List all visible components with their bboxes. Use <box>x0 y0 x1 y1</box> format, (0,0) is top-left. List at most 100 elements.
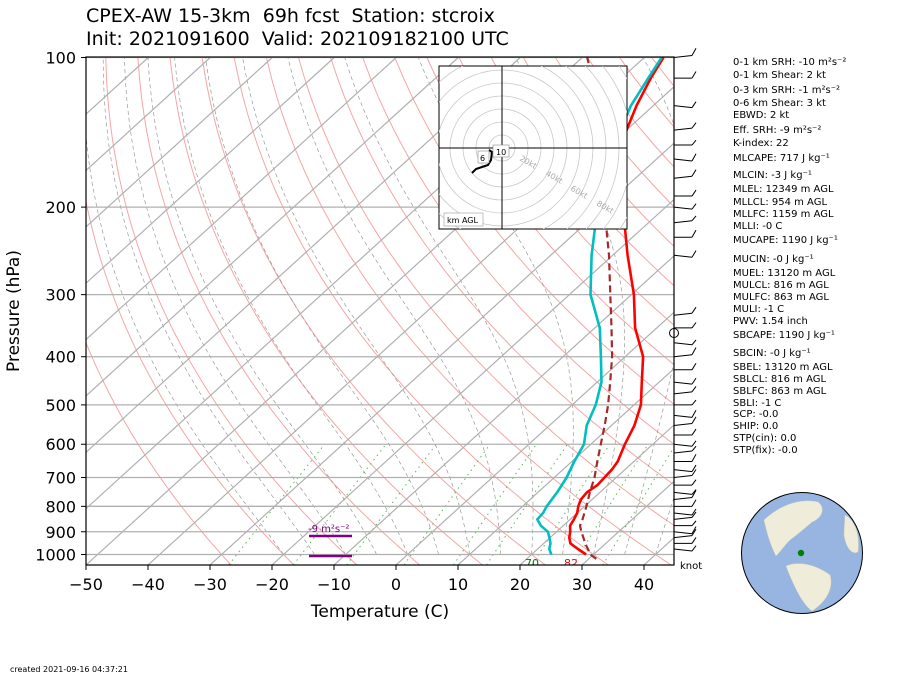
wind-barb <box>673 535 693 539</box>
y-tick-label: 500 <box>45 396 76 415</box>
mixing-ratio-line <box>452 443 537 565</box>
wind-barb <box>673 254 693 258</box>
index-line: SBCAPE: 1190 J kg⁻¹ <box>733 330 835 341</box>
dry-adiabat <box>86 198 295 565</box>
wind-barb-flag <box>691 339 697 346</box>
wind-barb <box>673 105 693 109</box>
index-line: 0-6 km Shear: 3 kt <box>733 98 826 109</box>
index-line: SBLFC: 863 m AGL <box>733 386 827 397</box>
wind-barb-flag <box>691 499 697 507</box>
wind-barb <box>673 496 693 500</box>
y-tick-label: 100 <box>45 49 76 68</box>
index-line: MUEL: 13120 m AGL <box>733 268 836 279</box>
wind-barb-flag <box>691 399 697 406</box>
calm-wind-circle <box>669 328 679 338</box>
wind-barb <box>673 391 693 395</box>
x-tick-label: −10 <box>317 575 351 594</box>
moist-adiabat <box>417 57 574 555</box>
wind-barb-flag <box>691 377 697 385</box>
wind-barb <box>673 443 693 447</box>
index-line: MLCIN: -3 J kg⁻¹ <box>733 170 812 181</box>
dry-adiabat <box>169 57 483 565</box>
mixing-ratio-line <box>292 443 387 565</box>
wind-barb-flag <box>691 511 697 518</box>
wind-barb <box>673 220 693 224</box>
wind-barb-flag <box>691 250 697 258</box>
dry-adiabat <box>233 57 609 565</box>
y-tick-label: 1000 <box>35 546 76 565</box>
surface-temp-label: 82 <box>564 557 578 570</box>
wind-barb-flag <box>691 229 697 238</box>
wind-barb-flag <box>691 386 697 393</box>
wind-barb-flag <box>691 215 697 222</box>
index-line: SBLCL: 816 m AGL <box>733 374 827 385</box>
mixing-ratio-line <box>228 443 326 565</box>
isotherm <box>519 424 674 565</box>
dry-adiabat <box>137 57 421 565</box>
isotherm <box>86 57 397 341</box>
chart-title: CPEX-AW 15-3km 69h fcst Station: stcroix <box>86 5 495 27</box>
index-line: K-index: 22 <box>733 138 789 149</box>
dry-adiabat <box>458 57 674 326</box>
wind-barb <box>673 469 693 473</box>
hodograph-height-label: 6 <box>480 154 485 163</box>
index-line: SHIP: 0.0 <box>733 421 779 432</box>
hodograph-legend: km AGL <box>447 216 479 225</box>
wind-barb-flag <box>691 464 697 472</box>
wind-barb-flag <box>691 508 697 516</box>
moist-adiabat <box>515 57 625 555</box>
moist-adiabat <box>174 57 408 555</box>
x-tick-label: −50 <box>69 575 103 594</box>
created-timestamp: created 2021-09-16 04:37:21 <box>10 665 128 674</box>
index-line: MULFC: 863 m AGL <box>733 292 829 303</box>
isotherm <box>86 57 335 284</box>
index-line: MLEL: 12349 m AGL <box>733 184 834 195</box>
wind-barb <box>673 491 693 495</box>
wind-barb-flag <box>691 537 697 544</box>
moist-adiabat <box>124 57 346 555</box>
moist-adiabat <box>624 57 674 555</box>
wind-barb <box>673 475 693 479</box>
wind-barb-flag <box>691 101 697 108</box>
index-line: STP(cin): 0.0 <box>733 433 797 444</box>
index-line: SBLI: -1 C <box>733 398 782 409</box>
y-tick-label: 400 <box>45 348 76 367</box>
isotherm <box>395 311 674 565</box>
isotherm <box>333 255 674 565</box>
wind-barb-flag <box>691 454 697 462</box>
wind-barb-flag <box>691 479 697 486</box>
moist-adiabat <box>147 57 377 555</box>
wind-barb-flag <box>691 122 697 129</box>
index-line: 0-1 km Shear: 2 kt <box>733 70 826 81</box>
hodograph-height-box <box>492 144 510 158</box>
wind-barb-flag <box>691 203 697 210</box>
index-line: MLCAPE: 717 J kg⁻¹ <box>733 153 830 164</box>
dry-adiabat <box>330 57 674 486</box>
wind-barb <box>673 422 693 426</box>
wind-barb <box>673 342 693 346</box>
wind-barb <box>673 516 693 520</box>
dry-adiabat <box>201 57 546 565</box>
moist-adiabat <box>86 131 284 555</box>
srh-label: -9 m²s⁻² <box>308 524 349 535</box>
wind-barb-flag <box>691 189 697 197</box>
moist-adiabat <box>102 57 315 555</box>
wind-barb-flag <box>691 526 697 535</box>
wind-barb-flag <box>691 153 697 162</box>
y-tick-label: 300 <box>45 286 76 305</box>
wind-barb <box>673 531 693 535</box>
wind-barb-flag <box>691 322 697 329</box>
y-tick-label: 900 <box>45 523 76 542</box>
y-axis-label: Pressure (hPa) <box>4 250 24 372</box>
wind-barb-flag <box>691 169 697 177</box>
dry-adiabat <box>298 57 674 527</box>
y-tick-label: 200 <box>45 198 76 217</box>
hodograph-height-box <box>477 150 490 164</box>
station-marker <box>797 549 805 557</box>
mixing-ratio-line <box>346 443 437 565</box>
wind-barb-flag <box>691 409 697 418</box>
wind-barb-flag <box>691 362 697 371</box>
mixing-ratio-line <box>486 443 568 565</box>
wind-barb <box>673 175 693 179</box>
